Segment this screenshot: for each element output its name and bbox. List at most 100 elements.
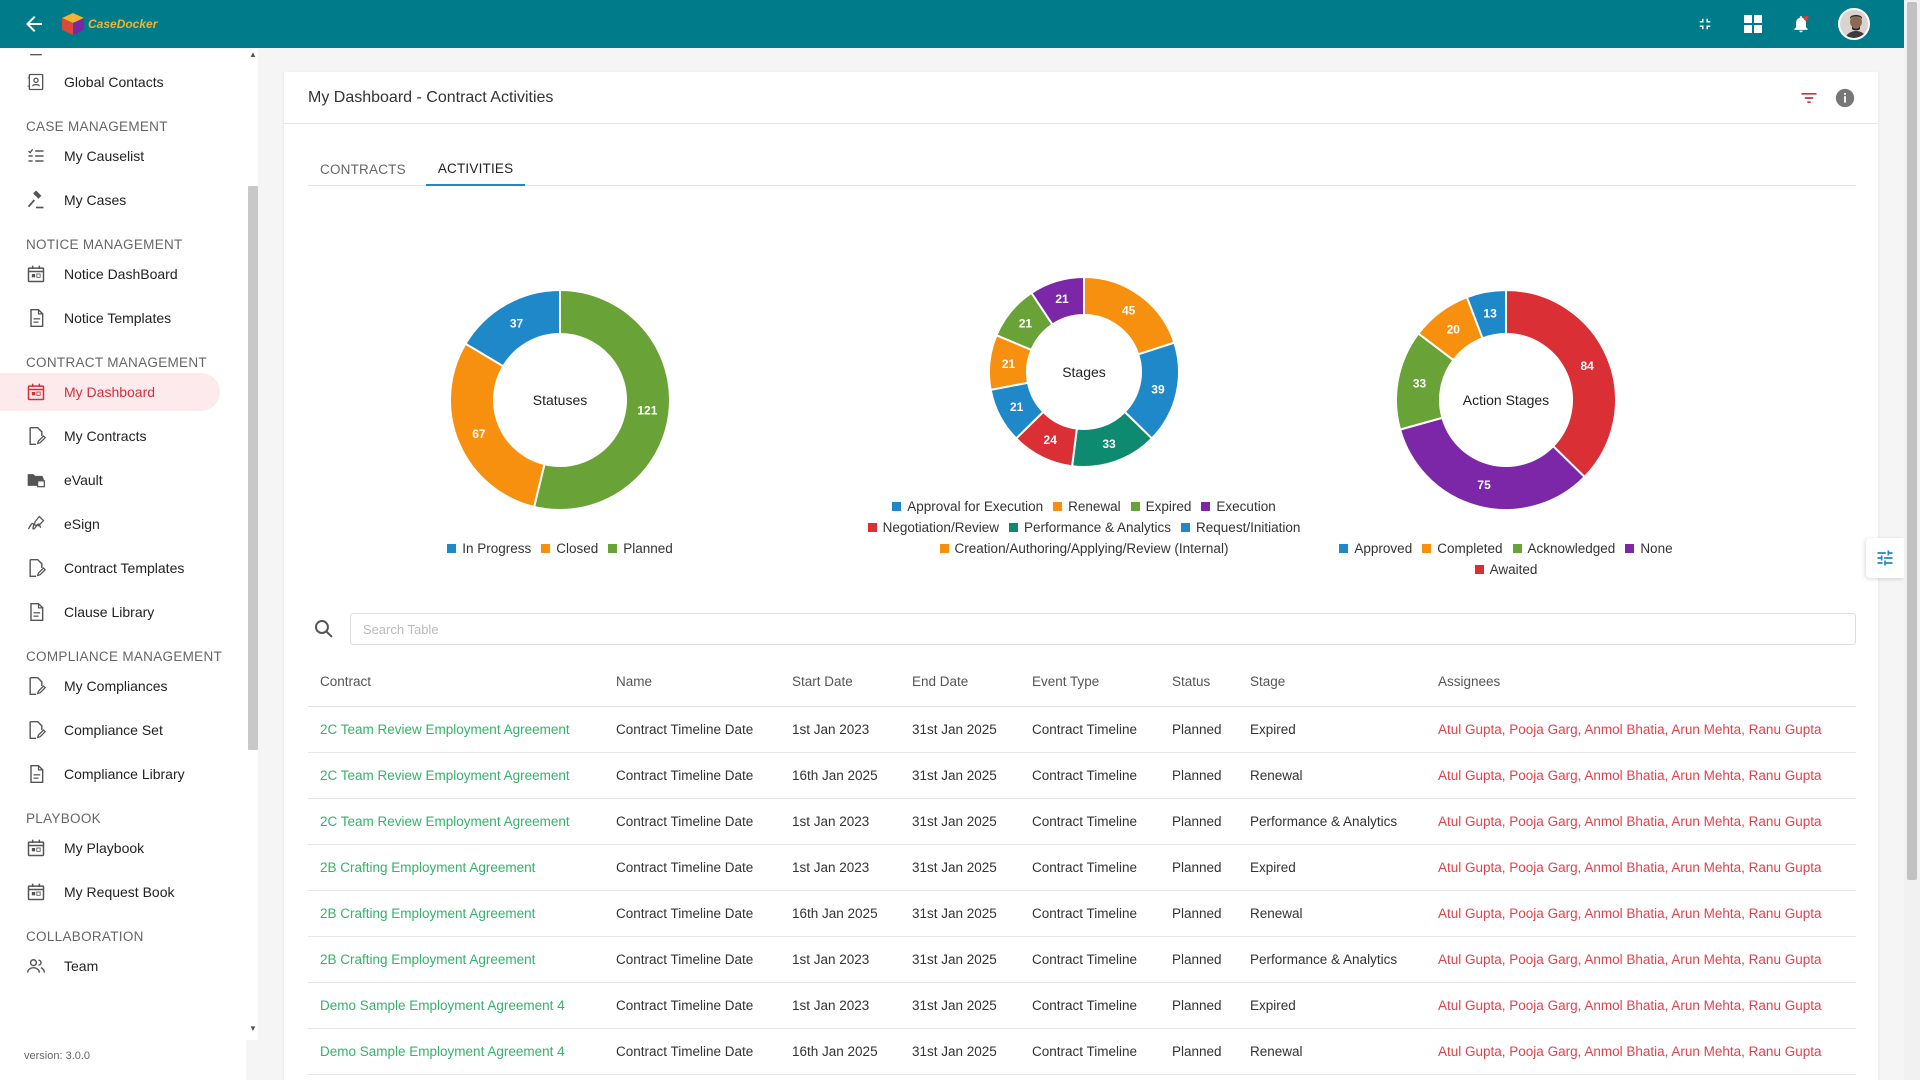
table-row[interactable]: 2C Team Review Employment Agreement Contr…	[308, 752, 1856, 799]
contract-link[interactable]: 2C Team Review Employment Agreement	[308, 706, 604, 753]
legend-item[interactable]: Acknowledged	[1512, 538, 1615, 559]
table-row[interactable]: 2C Team Review Employment Agreement Contr…	[308, 706, 1856, 753]
legend-item[interactable]: Request/Initiation	[1181, 517, 1300, 538]
sidebar-item-my-causelist[interactable]: My Causelist	[0, 137, 220, 175]
sidebar-item-label: Compliance Set	[64, 722, 163, 738]
scroll-down-arrow-icon[interactable]: ▼	[249, 1024, 257, 1033]
statuses-chart: 121 67 37 Statuses	[410, 250, 710, 555]
table-row[interactable]: 2B Crafting Employment Agreement Contract…	[308, 890, 1856, 937]
column-header-stage[interactable]: Stage	[1238, 658, 1426, 707]
sidebar-item-my-playbook[interactable]: My Playbook	[0, 829, 220, 867]
legend-item[interactable]: Closed	[541, 538, 598, 559]
table-cell: 16th Jan 2025	[780, 1028, 900, 1075]
column-header-name[interactable]: Name	[604, 658, 780, 707]
sidebar-scrollbar[interactable]: ▲ ▼	[246, 48, 258, 1040]
table-row[interactable]: 2B Crafting Employment Agreement Contract…	[308, 936, 1856, 983]
table-cell: Planned	[1160, 844, 1238, 891]
settings-sliders-icon[interactable]	[1866, 538, 1904, 578]
legend-label: Negotiation/Review	[882, 520, 999, 535]
legend-item[interactable]: In Progress	[447, 538, 531, 559]
legend-item[interactable]: Completed	[1422, 538, 1503, 559]
tab-activities[interactable]: ACTIVITIES	[425, 152, 526, 186]
donut-slice-closed[interactable]	[449, 342, 546, 509]
table-row[interactable]: 2B Crafting Employment Agreement Contract…	[308, 844, 1856, 891]
sidebar-item-team[interactable]: Team	[0, 947, 220, 985]
sidebar-item-my-request-book[interactable]: My Request Book	[0, 873, 220, 911]
table-row[interactable]: Demo Sample Employment Agreement 4 Contra…	[308, 1028, 1856, 1075]
table-cell: Contract Timeline Date	[604, 982, 780, 1029]
sidebar-item-global-contacts[interactable]: Global Contacts	[0, 63, 220, 101]
sidebar-item-label: Notice DashBoard	[64, 266, 178, 282]
sidebar-item-my-cases[interactable]: My Cases	[0, 181, 220, 219]
info-icon[interactable]	[1834, 87, 1856, 109]
donut-slice-awaited[interactable]	[1505, 288, 1617, 479]
legend-label: Renewal	[1068, 499, 1121, 514]
sidebar-item-notice-dashboard[interactable]: Notice DashBoard	[0, 255, 220, 293]
legend-swatch	[1339, 544, 1349, 553]
sidebar-item-my-contracts[interactable]: My Contracts	[0, 417, 220, 455]
sidebar-item-clause-library[interactable]: Clause Library	[0, 593, 220, 631]
filter-icon[interactable]	[1798, 87, 1820, 109]
back-arrow-icon[interactable]	[22, 12, 46, 36]
legend-item[interactable]: Renewal	[1053, 496, 1121, 517]
legend-item[interactable]: Approved	[1339, 538, 1412, 559]
app-logo[interactable]: CaseDocker	[60, 11, 157, 37]
sidebar-item-partial[interactable]	[0, 34, 220, 72]
legend-item[interactable]: Execution	[1201, 496, 1276, 517]
contract-link[interactable]: 2C Team Review Employment Agreement	[308, 752, 604, 799]
column-header-start-date[interactable]: Start Date	[780, 658, 900, 707]
table-cell: Renewal	[1238, 752, 1426, 799]
sidebar-item-label: Clause Library	[64, 604, 155, 620]
legend-item[interactable]: None	[1625, 538, 1673, 559]
legend-item[interactable]: Creation/Authoring/Applying/Review (Inte…	[939, 538, 1228, 559]
table-cell: 1st Jan 2023	[780, 844, 900, 891]
contract-link[interactable]: Demo Sample Employment Agreement 4	[308, 1028, 604, 1075]
page-scrollbar[interactable]	[1904, 0, 1920, 1080]
column-header-contract[interactable]: Contract	[308, 658, 604, 707]
donut-slice-in-progress[interactable]	[464, 288, 561, 368]
legend-item[interactable]: Planned	[608, 538, 673, 559]
contract-link[interactable]: 2C Team Review Employment Agreement	[308, 798, 604, 845]
sidebar-item-esign[interactable]: eSign	[0, 505, 220, 543]
contract-link[interactable]: 2B Crafting Employment Agreement	[308, 890, 604, 937]
column-header-event-type[interactable]: Event Type	[1020, 658, 1160, 707]
column-header-assignees[interactable]: Assignees	[1426, 658, 1856, 707]
column-header-status[interactable]: Status	[1160, 658, 1238, 707]
notification-bell-icon[interactable]	[1790, 13, 1812, 35]
table-row[interactable]: 2C Team Review Employment Agreement Contr…	[308, 798, 1856, 845]
sidebar-item-notice-templates[interactable]: Notice Templates	[0, 299, 220, 337]
legend-item[interactable]: Expired	[1130, 496, 1191, 517]
apps-grid-icon[interactable]	[1742, 13, 1764, 35]
contract-link[interactable]: Demo Sample Employment Agreement 4	[308, 982, 604, 1029]
collapse-fullscreen-icon[interactable]	[1694, 13, 1716, 35]
sidebar-item-compliance-library[interactable]: Compliance Library	[0, 755, 220, 793]
contract-link[interactable]: 2B Crafting Employment Agreement	[308, 936, 604, 983]
sidebar-scroll-thumb[interactable]	[248, 186, 258, 750]
donut-slice-execution[interactable]	[1030, 275, 1085, 326]
action-stages-legend: Approved Completed Acknowledged None Awaited	[1306, 538, 1706, 580]
legend-swatch	[541, 544, 551, 553]
scroll-up-arrow-icon[interactable]: ▲	[249, 50, 257, 59]
sidebar-item-contract-templates[interactable]: Contract Templates	[0, 549, 220, 587]
table-row[interactable]: Demo Sample Employment Agreement 4 Contra…	[308, 982, 1856, 1029]
page-scroll-thumb[interactable]	[1907, 2, 1917, 880]
donut-slice-none[interactable]	[1398, 416, 1587, 511]
assignees-cell: Atul Gupta, Pooja Garg, Anmol Bhatia, Ar…	[1426, 844, 1856, 891]
user-avatar[interactable]	[1838, 8, 1870, 40]
donut-slice-approved[interactable]	[1465, 288, 1507, 340]
contract-link[interactable]: 2B Crafting Employment Agreement	[308, 844, 604, 891]
sidebar-item-my-dashboard[interactable]: My Dashboard	[0, 373, 220, 411]
sidebar-item-compliance-set[interactable]: Compliance Set	[0, 711, 220, 749]
sidebar-item-my-compliances[interactable]: My Compliances	[0, 667, 220, 705]
search-input[interactable]	[349, 613, 1856, 645]
donut-slice-planned[interactable]	[532, 288, 671, 511]
table-cell: 1st Jan 2023	[780, 982, 900, 1029]
legend-item[interactable]: Awaited	[1474, 559, 1537, 580]
column-header-end-date[interactable]: End Date	[900, 658, 1020, 707]
legend-item[interactable]: Approval for Execution	[892, 496, 1043, 517]
folder-lock-icon	[26, 470, 46, 490]
sidebar-item-evault[interactable]: eVault	[0, 461, 220, 499]
legend-item[interactable]: Negotiation/Review	[867, 517, 999, 538]
legend-item[interactable]: Performance & Analytics	[1008, 517, 1171, 538]
tab-contracts[interactable]: CONTRACTS	[320, 161, 406, 177]
